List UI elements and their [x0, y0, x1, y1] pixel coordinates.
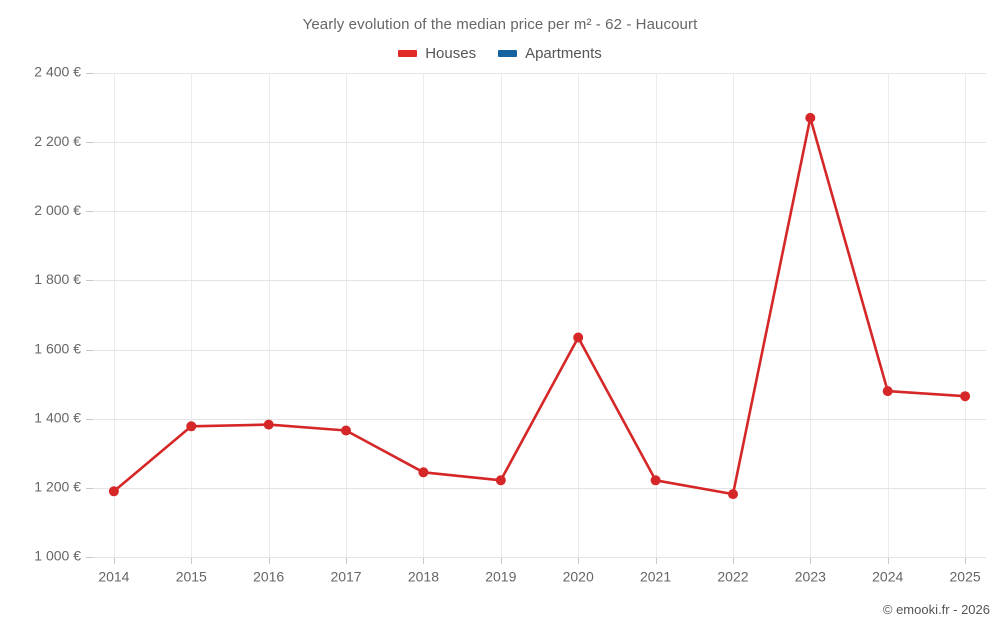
y-axis-tick-label: 2 400 € — [34, 64, 81, 80]
legend-label-apartments: Apartments — [525, 45, 602, 62]
legend-item-houses[interactable]: Houses — [398, 45, 476, 62]
y-axis-tick-label: 1 600 € — [34, 340, 81, 356]
data-point-houses[interactable] — [805, 112, 816, 123]
x-axis-tick-label: 2014 — [98, 568, 129, 584]
y-axis-tick-label: 1 000 € — [34, 548, 81, 564]
chart-title: Yearly evolution of the median price per… — [302, 16, 698, 33]
legend-swatch-apartments — [498, 50, 518, 57]
x-axis-tick-label: 2015 — [176, 568, 207, 584]
y-axis-tick-label: 2 000 € — [34, 202, 81, 218]
x-axis-tick-label: 2017 — [330, 568, 361, 584]
data-point-houses[interactable] — [263, 419, 274, 430]
data-point-houses[interactable] — [650, 475, 661, 486]
data-point-houses[interactable] — [728, 489, 738, 500]
x-axis-tick-label: 2020 — [563, 568, 594, 584]
x-axis-tick-label: 2025 — [950, 568, 981, 584]
data-point-houses[interactable] — [573, 332, 584, 343]
x-axis-tick-label: 2022 — [717, 568, 748, 584]
data-point-houses[interactable] — [882, 386, 893, 397]
legend-item-apartments[interactable]: Apartments — [498, 45, 602, 62]
x-axis-tick-label: 2018 — [408, 568, 439, 584]
data-point-houses[interactable] — [495, 475, 506, 486]
y-axis-tick-label: 1 400 € — [34, 409, 81, 425]
y-axis-tick-label: 1 200 € — [34, 479, 81, 495]
series-line-houses — [112, 116, 967, 496]
data-point-houses[interactable] — [108, 486, 119, 497]
chart-legend: Houses Apartments — [0, 45, 1000, 62]
y-axis-tick-label: 1 800 € — [34, 271, 81, 287]
data-point-houses[interactable] — [341, 425, 351, 436]
x-axis-tick-label: 2021 — [640, 568, 671, 584]
x-axis-tick-label: 2019 — [485, 568, 516, 584]
x-axis-tick-label: 2024 — [872, 568, 903, 584]
x-axis-tick-label: 2016 — [253, 568, 284, 584]
legend-swatch-houses — [398, 50, 418, 57]
data-point-houses[interactable] — [186, 421, 197, 432]
data-point-houses[interactable] — [418, 467, 429, 478]
data-point-houses[interactable] — [960, 391, 971, 402]
x-axis-tick-label: 2023 — [795, 568, 826, 584]
legend-label-houses: Houses — [425, 45, 477, 62]
copyright-credit: © emooki.fr - 2026 — [882, 602, 990, 617]
y-axis-tick-label: 2 200 € — [34, 133, 81, 149]
